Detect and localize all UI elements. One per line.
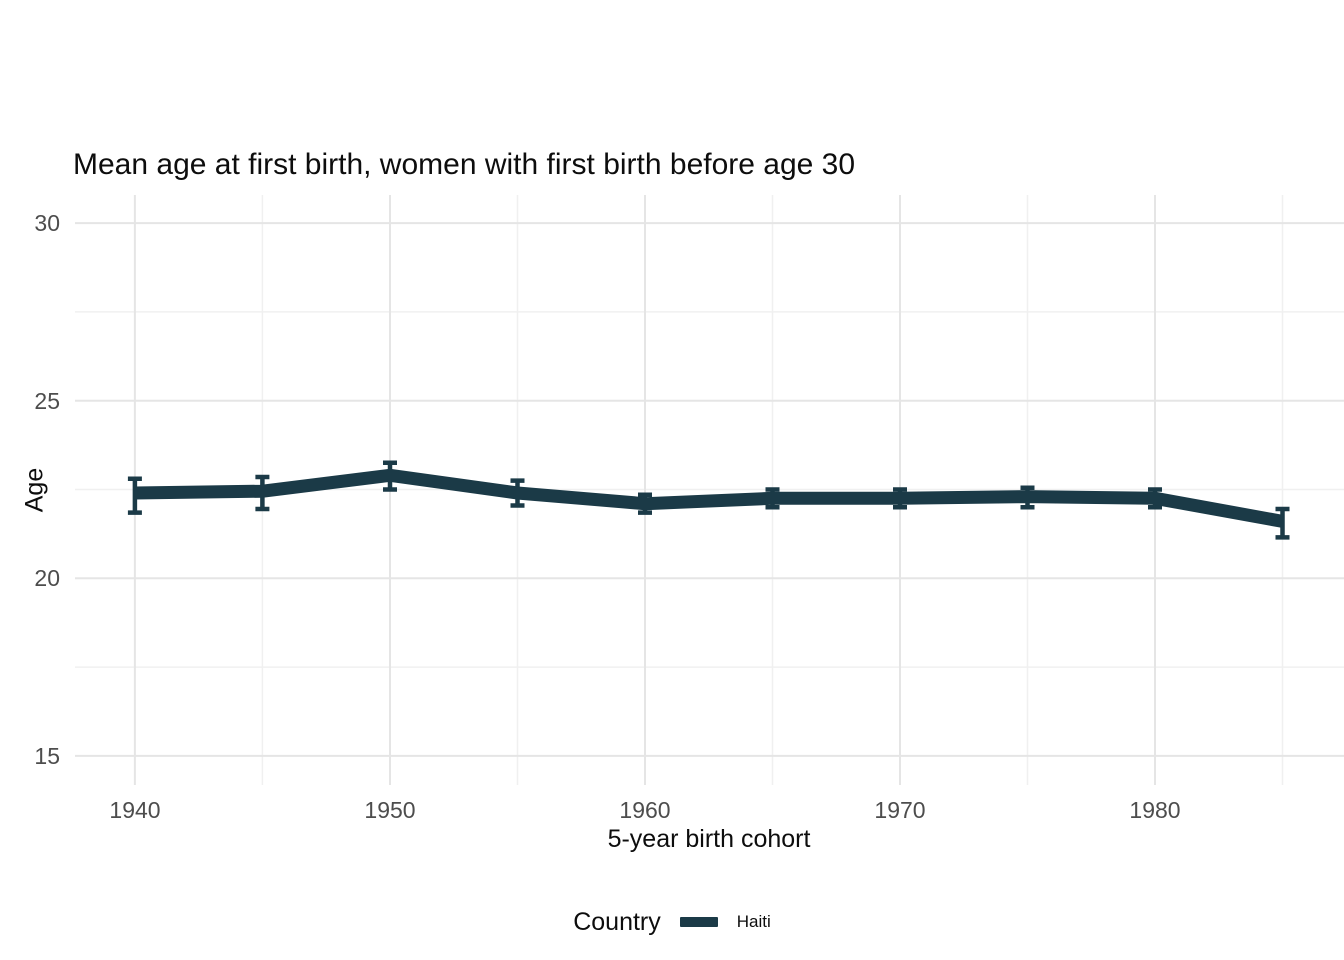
legend-title: Country (573, 907, 661, 936)
x-tick-label: 1980 (1129, 797, 1181, 823)
plot-panel (75, 195, 1344, 785)
legend-key-line-swatch (679, 917, 718, 927)
x-tick-label: 1970 (874, 797, 926, 823)
y-tick-label: 30 (34, 210, 60, 236)
x-tick-label: 1950 (364, 797, 416, 823)
x-tick-label: 1940 (109, 797, 161, 823)
y-tick-label: 25 (34, 388, 60, 414)
legend: Country Haiti (0, 903, 1344, 941)
y-tick-label: 15 (34, 743, 60, 769)
y-axis-title: Age (20, 467, 49, 513)
x-tick-label: 1960 (619, 797, 671, 823)
x-axis-title: 5-year birth cohort (607, 825, 811, 853)
data-line-haiti (134, 468, 1284, 528)
chart-title: Mean age at first birth, women with firs… (73, 148, 856, 181)
error-bar (127, 476, 142, 515)
y-tick-label: 20 (34, 565, 60, 591)
error-bar (1275, 506, 1290, 540)
legend-label-haiti: Haiti (736, 912, 771, 931)
